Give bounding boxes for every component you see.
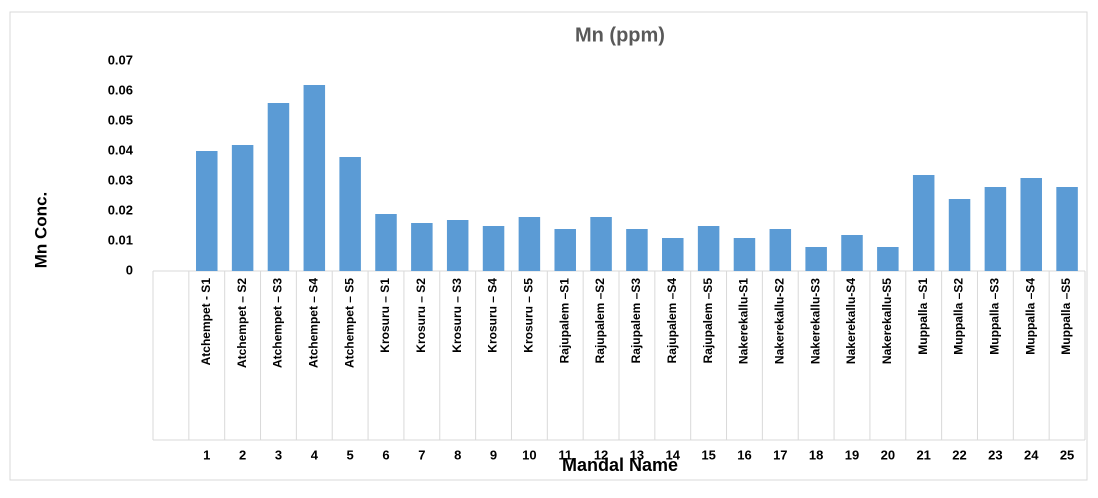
bar (626, 229, 648, 271)
x-group-label: 20 (881, 447, 895, 462)
x-group-label: 21 (916, 447, 930, 462)
y-tick-label: 0.07 (108, 52, 133, 67)
x-tick-label: Nakerekallu-S4 (844, 278, 858, 364)
x-group-label: 24 (1024, 447, 1039, 462)
x-group-label: 17 (773, 447, 787, 462)
x-tick-label: Atchempet – S3 (271, 278, 285, 368)
bar (984, 187, 1007, 271)
y-tick-label: 0.01 (108, 232, 133, 247)
x-group-label: 1 (203, 447, 210, 462)
x-tick-label: Muppalla –S2 (952, 278, 966, 355)
bar (518, 217, 541, 271)
y-axis-title: Mn Conc. (31, 192, 50, 269)
bar (411, 223, 433, 271)
x-tick-label: Atchempet – S2 (235, 278, 249, 368)
x-tick-label: Rajupalem –S4 (665, 278, 679, 364)
x-group-label: 7 (418, 447, 425, 462)
x-tick-label: Krosuru – S4 (486, 278, 500, 353)
y-tick-label: 0 (126, 262, 133, 277)
bar (841, 235, 863, 271)
bar (769, 229, 792, 271)
x-tick-label: Atchempet – S5 (342, 278, 356, 368)
y-tick-label: 0.02 (108, 202, 133, 217)
x-tick-label: Muppalla –S5 (1059, 278, 1073, 355)
x-tick-label: Nakerekallu-S3 (808, 278, 822, 364)
bar (877, 247, 899, 271)
bar (303, 85, 326, 271)
y-tick-label: 0.03 (108, 172, 133, 187)
x-tick-label: Atchempet – S4 (306, 278, 320, 368)
x-tick-label: Rajupalem –S3 (629, 278, 643, 364)
bar (590, 217, 612, 271)
x-group-label: 22 (952, 447, 966, 462)
x-group-label: 15 (701, 447, 715, 462)
x-tick-label: Muppalla –S4 (1023, 278, 1037, 355)
bar (912, 175, 935, 271)
chart-title: Mn (ppm) (575, 24, 665, 46)
x-group-label: 13 (630, 447, 644, 462)
bar (697, 226, 720, 271)
chart-frame (9, 11, 1088, 481)
x-tick-label: Muppalla –S1 (916, 278, 930, 355)
x-group-label: 2 (239, 447, 246, 462)
x-tick-label: Muppalla –S3 (988, 278, 1002, 355)
x-tick-label: Nakerekallu-S5 (880, 278, 894, 364)
x-tick-label: Krosuru – S5 (522, 278, 536, 353)
x-group-label: 16 (737, 447, 751, 462)
x-group-label: 10 (522, 447, 536, 462)
x-tick-label: Krosuru – S1 (378, 278, 392, 353)
x-group-label: 9 (490, 447, 497, 462)
x-axis-title: Mandal Name (562, 455, 678, 475)
x-group-label: 12 (594, 447, 608, 462)
bar (196, 151, 218, 271)
bar (554, 229, 576, 271)
x-tick-label: Nakerekallu-S1 (737, 278, 751, 364)
bar (662, 238, 684, 271)
y-tick-label: 0.06 (108, 82, 133, 97)
bar (375, 214, 397, 271)
x-group-label: 25 (1060, 447, 1074, 462)
y-tick-label: 0.05 (108, 112, 133, 127)
bar (805, 247, 827, 271)
x-group-label: 8 (454, 447, 461, 462)
x-tick-label: Rajupalem –S1 (557, 278, 571, 364)
x-tick-label: Rajupalem –S2 (593, 278, 607, 364)
bar (1020, 178, 1042, 271)
x-group-label: 18 (809, 447, 823, 462)
bar (948, 199, 971, 271)
x-tick-label: Rajupalem –S5 (701, 278, 715, 364)
y-tick-label: 0.04 (108, 142, 134, 157)
x-group-label: 11 (558, 447, 572, 462)
bar (733, 238, 756, 271)
bar (482, 226, 505, 271)
x-tick-label: Krosuru – S2 (414, 278, 428, 353)
x-group-label: 5 (347, 447, 354, 462)
bar (231, 145, 254, 271)
x-group-label: 23 (988, 447, 1002, 462)
bar (267, 103, 290, 271)
x-group-label: 4 (311, 447, 319, 462)
x-tick-label: Krosuru – S3 (450, 278, 464, 353)
x-group-label: 3 (275, 447, 282, 462)
bar (1056, 187, 1078, 271)
x-group-label: 19 (845, 447, 859, 462)
x-tick-label: Nakerekallu-S2 (772, 278, 786, 364)
x-group-label: 14 (666, 447, 681, 462)
bar (339, 157, 361, 271)
x-group-label: 6 (382, 447, 389, 462)
x-tick-label: Atchempet - S1 (199, 278, 213, 366)
bar (446, 220, 469, 271)
